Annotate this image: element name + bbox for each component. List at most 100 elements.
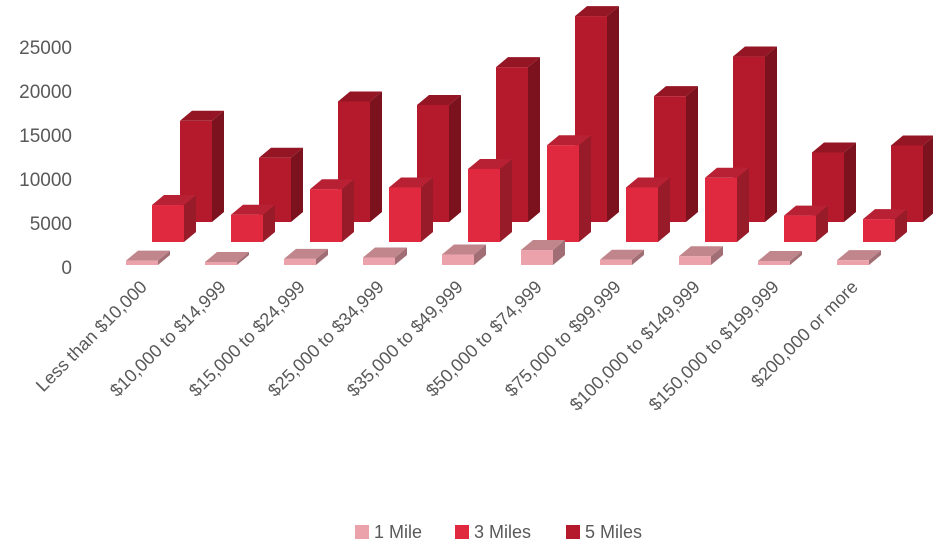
bar-side <box>263 204 275 242</box>
bar-side <box>421 177 433 242</box>
bar-side <box>316 248 328 265</box>
bar <box>705 167 749 242</box>
series-1-mile <box>126 240 881 265</box>
bar-side <box>291 147 303 222</box>
y-tick-label: 5000 <box>30 214 72 235</box>
y-axis: 0 5000 10000 15000 20000 25000 <box>19 38 72 279</box>
bar-side <box>816 205 828 242</box>
bar-side <box>237 252 249 265</box>
bar <box>863 209 907 242</box>
bar-front <box>442 254 474 265</box>
bar <box>310 179 354 242</box>
bar-side <box>658 177 670 242</box>
bar-side <box>395 247 407 265</box>
bar-side <box>895 209 907 242</box>
bar-front <box>626 187 658 242</box>
bar-side <box>765 46 777 223</box>
bar-front <box>205 262 237 265</box>
y-tick-label: 25000 <box>19 38 72 59</box>
bar <box>521 240 565 265</box>
bar-top <box>654 86 698 97</box>
bar <box>547 135 591 242</box>
legend-swatch <box>455 525 469 539</box>
bar-front <box>468 168 500 242</box>
bar <box>152 195 196 242</box>
bar-top <box>468 158 512 169</box>
bar-top <box>417 94 461 105</box>
bar-front <box>521 250 553 265</box>
bar-side <box>528 57 540 223</box>
bar <box>389 177 433 242</box>
bar <box>363 247 407 265</box>
bar-top <box>363 247 407 258</box>
bar-front <box>126 260 158 265</box>
bar-top <box>231 204 275 215</box>
bar-top <box>758 251 802 262</box>
bar-top <box>784 205 828 216</box>
bar <box>626 177 670 242</box>
bar <box>126 250 170 265</box>
legend-swatch <box>355 525 369 539</box>
bar-top <box>521 240 565 251</box>
legend: 1 Mile 3 Miles 5 Miles <box>355 522 642 542</box>
bar-side <box>923 137 933 222</box>
bar <box>442 244 486 265</box>
bar-side <box>607 6 619 222</box>
bar-front <box>547 145 579 242</box>
bar-side <box>184 195 196 242</box>
y-tick-label: 20000 <box>19 82 72 103</box>
bar <box>205 252 249 265</box>
bar-top <box>389 177 433 188</box>
bar-top <box>180 110 224 121</box>
bar-front <box>679 256 711 265</box>
bar-top <box>259 147 303 158</box>
legend-label: 1 Mile <box>374 522 422 542</box>
bar-side <box>711 246 723 265</box>
bar-front <box>363 257 395 265</box>
bar-front <box>389 187 421 242</box>
bar-top <box>812 142 856 153</box>
bar-top <box>126 250 170 261</box>
bar-top <box>837 250 881 261</box>
bar-side <box>844 142 856 222</box>
bar-top <box>863 209 907 220</box>
bar-front <box>705 177 737 242</box>
bar-top <box>626 177 670 188</box>
bar-front <box>863 219 895 242</box>
bar <box>231 204 275 242</box>
bar-top <box>705 167 749 178</box>
bar <box>338 91 382 222</box>
bar-side <box>686 86 698 222</box>
bar-side <box>370 91 382 222</box>
bar-top <box>152 195 196 206</box>
plot-area <box>126 6 933 265</box>
bar <box>468 158 512 242</box>
bar-top <box>679 246 723 257</box>
legend-swatch <box>566 525 580 539</box>
bar <box>784 205 828 242</box>
bar-front <box>310 189 342 242</box>
bar-side <box>790 251 802 265</box>
bar-front <box>600 259 632 265</box>
y-tick-label: 10000 <box>19 170 72 191</box>
bar-side <box>632 249 644 265</box>
bar-top <box>891 135 933 146</box>
bar-side <box>158 250 170 265</box>
legend-label: 3 Miles <box>474 522 531 542</box>
bar-side <box>553 240 565 265</box>
bar <box>837 250 881 265</box>
bar-top <box>575 6 619 17</box>
x-axis: Less than $10,000$10,000 to $14,999$15,0… <box>32 277 862 415</box>
legend-label: 5 Miles <box>585 522 642 542</box>
bar-side <box>869 250 881 265</box>
legend-item: 1 Mile <box>355 522 422 542</box>
bar <box>284 248 328 265</box>
bar <box>679 246 723 265</box>
bar-top <box>496 57 540 68</box>
x-tick-label: $150,000 to $199,999 <box>645 277 783 415</box>
bar-side <box>342 179 354 242</box>
bar-side <box>212 110 224 222</box>
bar <box>758 251 802 265</box>
bar-top <box>310 179 354 190</box>
